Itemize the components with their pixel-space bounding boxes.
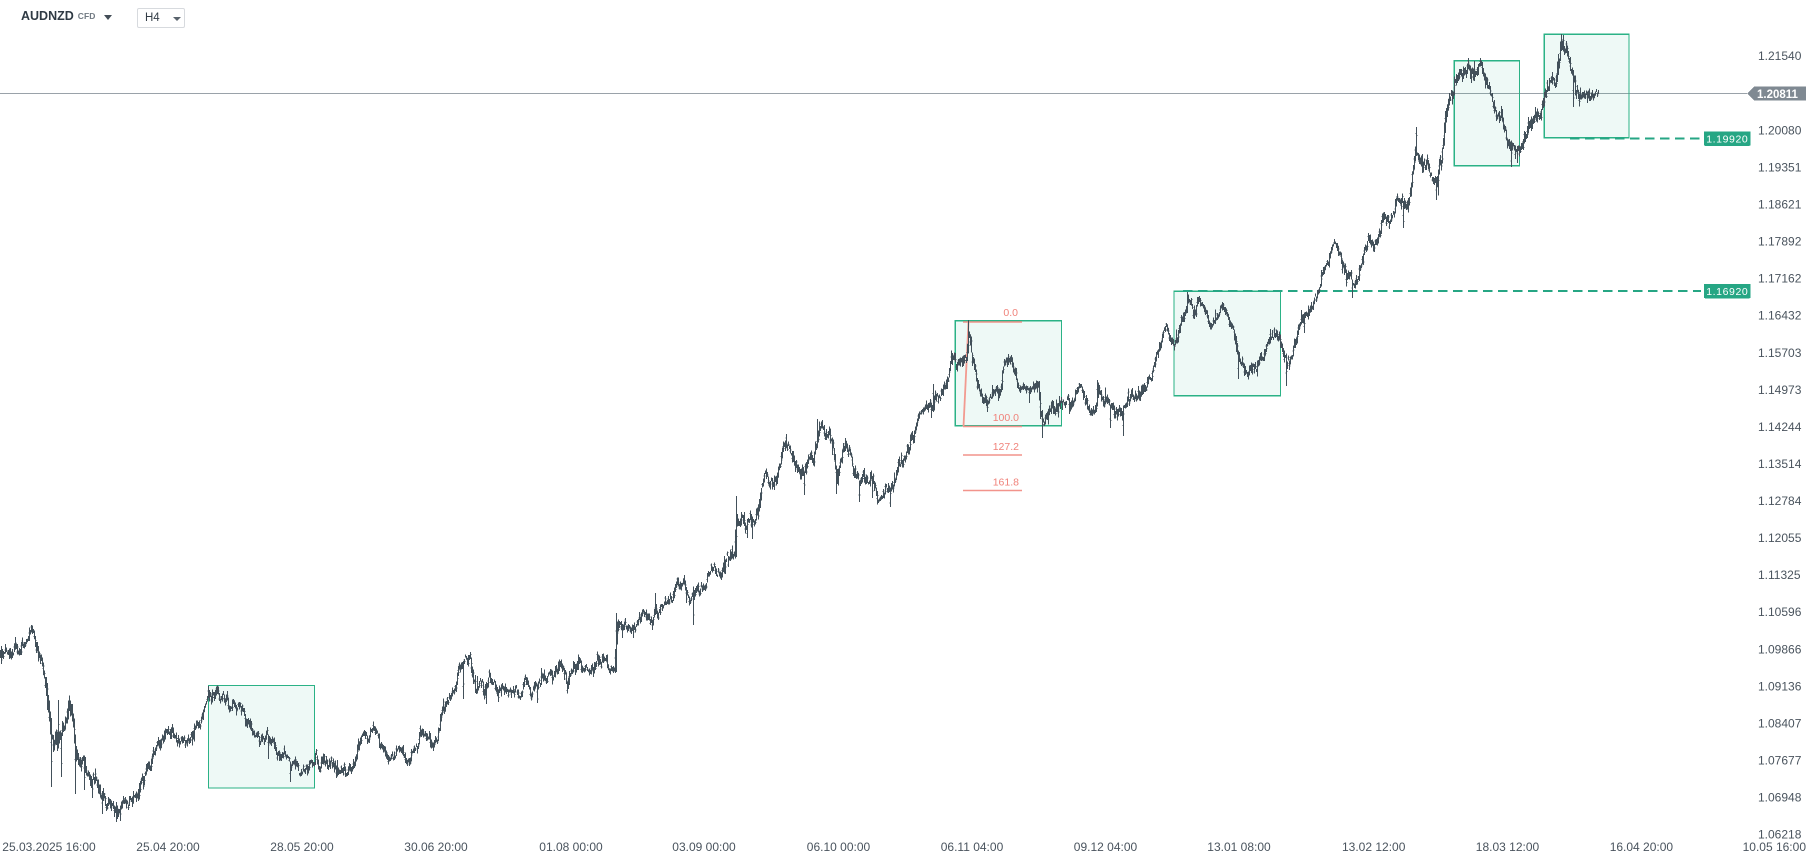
svg-text:13.01 08:00: 13.01 08:00 [1207,840,1271,854]
svg-text:09.12 04:00: 09.12 04:00 [1074,840,1138,854]
svg-text:18.03 12:00: 18.03 12:00 [1476,840,1540,854]
svg-text:1.08407: 1.08407 [1758,717,1802,731]
svg-text:1.09866: 1.09866 [1758,642,1802,656]
svg-text:0.0: 0.0 [1003,307,1018,319]
svg-text:1.19920: 1.19920 [1706,133,1748,145]
svg-text:25.03.2025 16:00: 25.03.2025 16:00 [2,840,96,854]
svg-text:1.12055: 1.12055 [1758,531,1802,545]
svg-text:10.05 16:00: 10.05 16:00 [1743,840,1807,854]
svg-text:127.2: 127.2 [993,441,1019,453]
svg-text:1.17892: 1.17892 [1758,235,1802,249]
svg-text:100.0: 100.0 [993,412,1019,424]
svg-text:1.18621: 1.18621 [1758,198,1802,212]
svg-text:1.20080: 1.20080 [1758,123,1802,137]
svg-text:1.13514: 1.13514 [1758,457,1802,471]
svg-text:1.16432: 1.16432 [1758,309,1802,323]
svg-text:1.17162: 1.17162 [1758,272,1802,286]
svg-text:1.19351: 1.19351 [1758,160,1802,174]
svg-text:01.08 00:00: 01.08 00:00 [539,840,603,854]
svg-text:1.07677: 1.07677 [1758,754,1802,768]
svg-text:1.21540: 1.21540 [1758,49,1802,63]
svg-text:1.14244: 1.14244 [1758,420,1802,434]
svg-text:1.20811: 1.20811 [1757,89,1799,101]
svg-text:1.11325: 1.11325 [1758,568,1801,582]
svg-text:28.05 20:00: 28.05 20:00 [270,840,334,854]
svg-text:1.16920: 1.16920 [1706,286,1748,298]
svg-text:25.04 20:00: 25.04 20:00 [136,840,200,854]
svg-text:1.14973: 1.14973 [1758,383,1802,397]
svg-text:1.06218: 1.06218 [1758,828,1802,842]
svg-text:13.02 12:00: 13.02 12:00 [1342,840,1406,854]
svg-text:1.15703: 1.15703 [1758,346,1802,360]
svg-text:30.06 20:00: 30.06 20:00 [404,840,468,854]
svg-text:1.12784: 1.12784 [1758,494,1802,508]
svg-text:1.09136: 1.09136 [1758,679,1802,693]
svg-text:06.11 04:00: 06.11 04:00 [941,840,1004,854]
svg-text:161.8: 161.8 [993,477,1019,489]
svg-text:03.09 00:00: 03.09 00:00 [672,840,736,854]
svg-text:06.10 00:00: 06.10 00:00 [807,840,871,854]
svg-text:1.10596: 1.10596 [1758,605,1802,619]
svg-text:16.04 20:00: 16.04 20:00 [1610,840,1674,854]
svg-text:1.06948: 1.06948 [1758,791,1802,805]
